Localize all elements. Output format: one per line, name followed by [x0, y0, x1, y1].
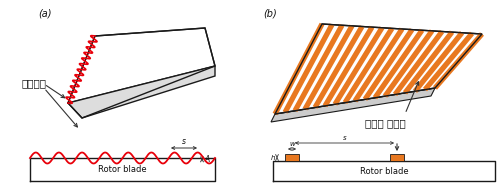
Text: (b): (b)	[263, 8, 277, 18]
Polygon shape	[30, 158, 215, 181]
Text: 선단돌기: 선단돌기	[22, 78, 47, 88]
Polygon shape	[271, 88, 435, 122]
Text: A: A	[204, 155, 209, 164]
Text: Rotor blade: Rotor blade	[360, 166, 408, 175]
Text: s: s	[182, 137, 186, 146]
Polygon shape	[68, 28, 215, 103]
Polygon shape	[68, 66, 215, 118]
Polygon shape	[275, 24, 482, 114]
Text: 종방향 스트립: 종방향 스트립	[365, 118, 405, 128]
Text: (a): (a)	[38, 8, 51, 18]
Bar	[390, 154, 404, 161]
Polygon shape	[273, 161, 495, 181]
Text: s: s	[343, 135, 346, 142]
Text: h: h	[271, 154, 275, 161]
Bar	[285, 154, 299, 161]
Text: w: w	[289, 142, 295, 148]
Text: Rotor blade: Rotor blade	[98, 165, 147, 174]
